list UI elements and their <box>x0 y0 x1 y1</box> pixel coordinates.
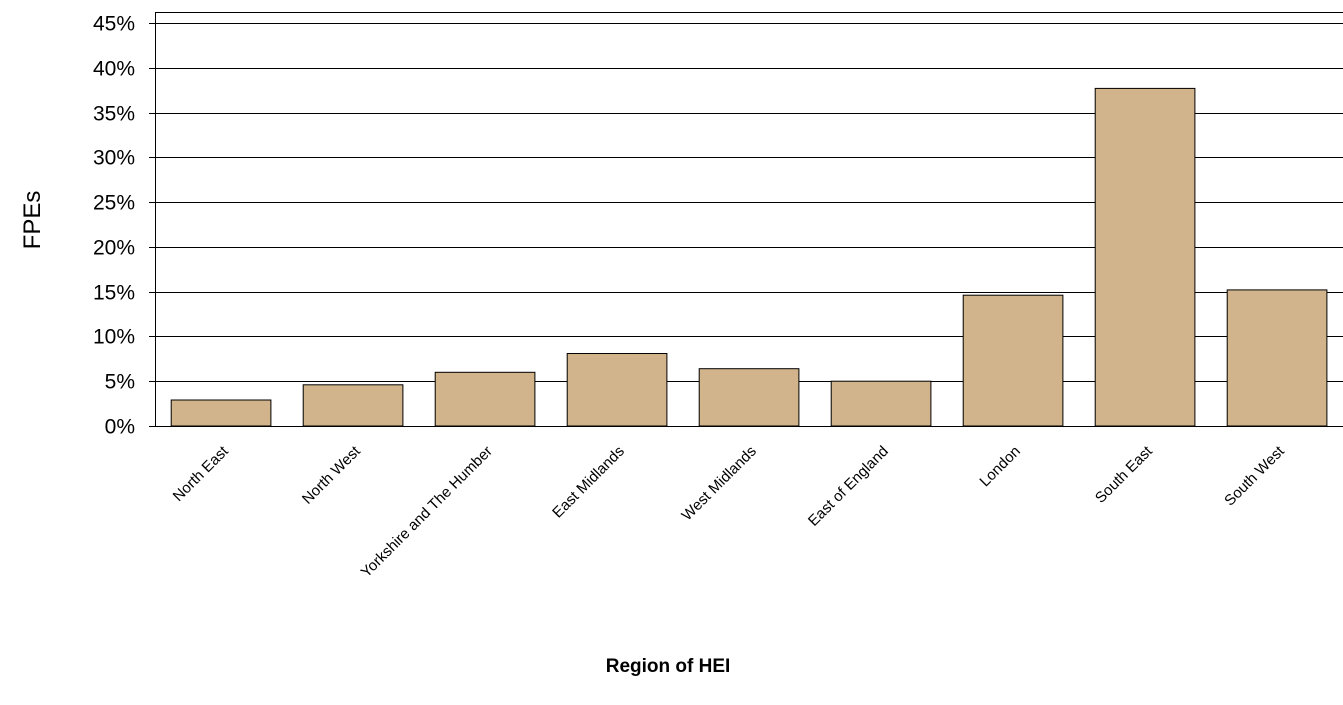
x-tick-label: East of England <box>805 443 892 530</box>
axes <box>149 12 1343 427</box>
x-tick-label: South East <box>1092 442 1156 506</box>
x-tick-label: East Midlands <box>549 443 628 522</box>
y-tick-label: 5% <box>105 371 135 394</box>
bars <box>170 87 1328 427</box>
y-axis-label: FPEs <box>19 191 46 250</box>
x-axis-label: Region of HEI <box>606 656 731 677</box>
y-tick-label: 40% <box>93 58 135 81</box>
x-tick-label: North West <box>299 442 364 507</box>
y-tick-label: 0% <box>105 416 135 439</box>
y-tick-label: 45% <box>93 13 135 36</box>
x-tick-label: North East <box>170 442 233 505</box>
y-tick-label: 25% <box>93 192 135 215</box>
bar <box>1226 289 1328 427</box>
bar <box>170 399 272 427</box>
bar <box>302 384 404 427</box>
bar <box>698 368 800 427</box>
x-tick-label: South West <box>1221 442 1288 509</box>
x-tick-label: Yorkshire and The Humber <box>358 443 496 581</box>
bar <box>830 380 932 427</box>
y-tick-label: 35% <box>93 103 135 126</box>
y-tick-label: 20% <box>93 237 135 260</box>
bar <box>566 353 668 427</box>
bar <box>1094 87 1196 427</box>
gridlines <box>155 23 1343 382</box>
bar <box>962 294 1064 427</box>
y-tick-label: 15% <box>93 282 135 305</box>
y-tick-label: 30% <box>93 147 135 170</box>
y-tick-label: 10% <box>93 326 135 349</box>
x-tick-label: London <box>976 443 1023 490</box>
y-tick-labels: 0% 5% 10% 15% 20% 25% 30% 35% 40% 45% <box>93 13 135 439</box>
x-tick-label: West Midlands <box>678 443 759 524</box>
bar <box>434 371 536 427</box>
